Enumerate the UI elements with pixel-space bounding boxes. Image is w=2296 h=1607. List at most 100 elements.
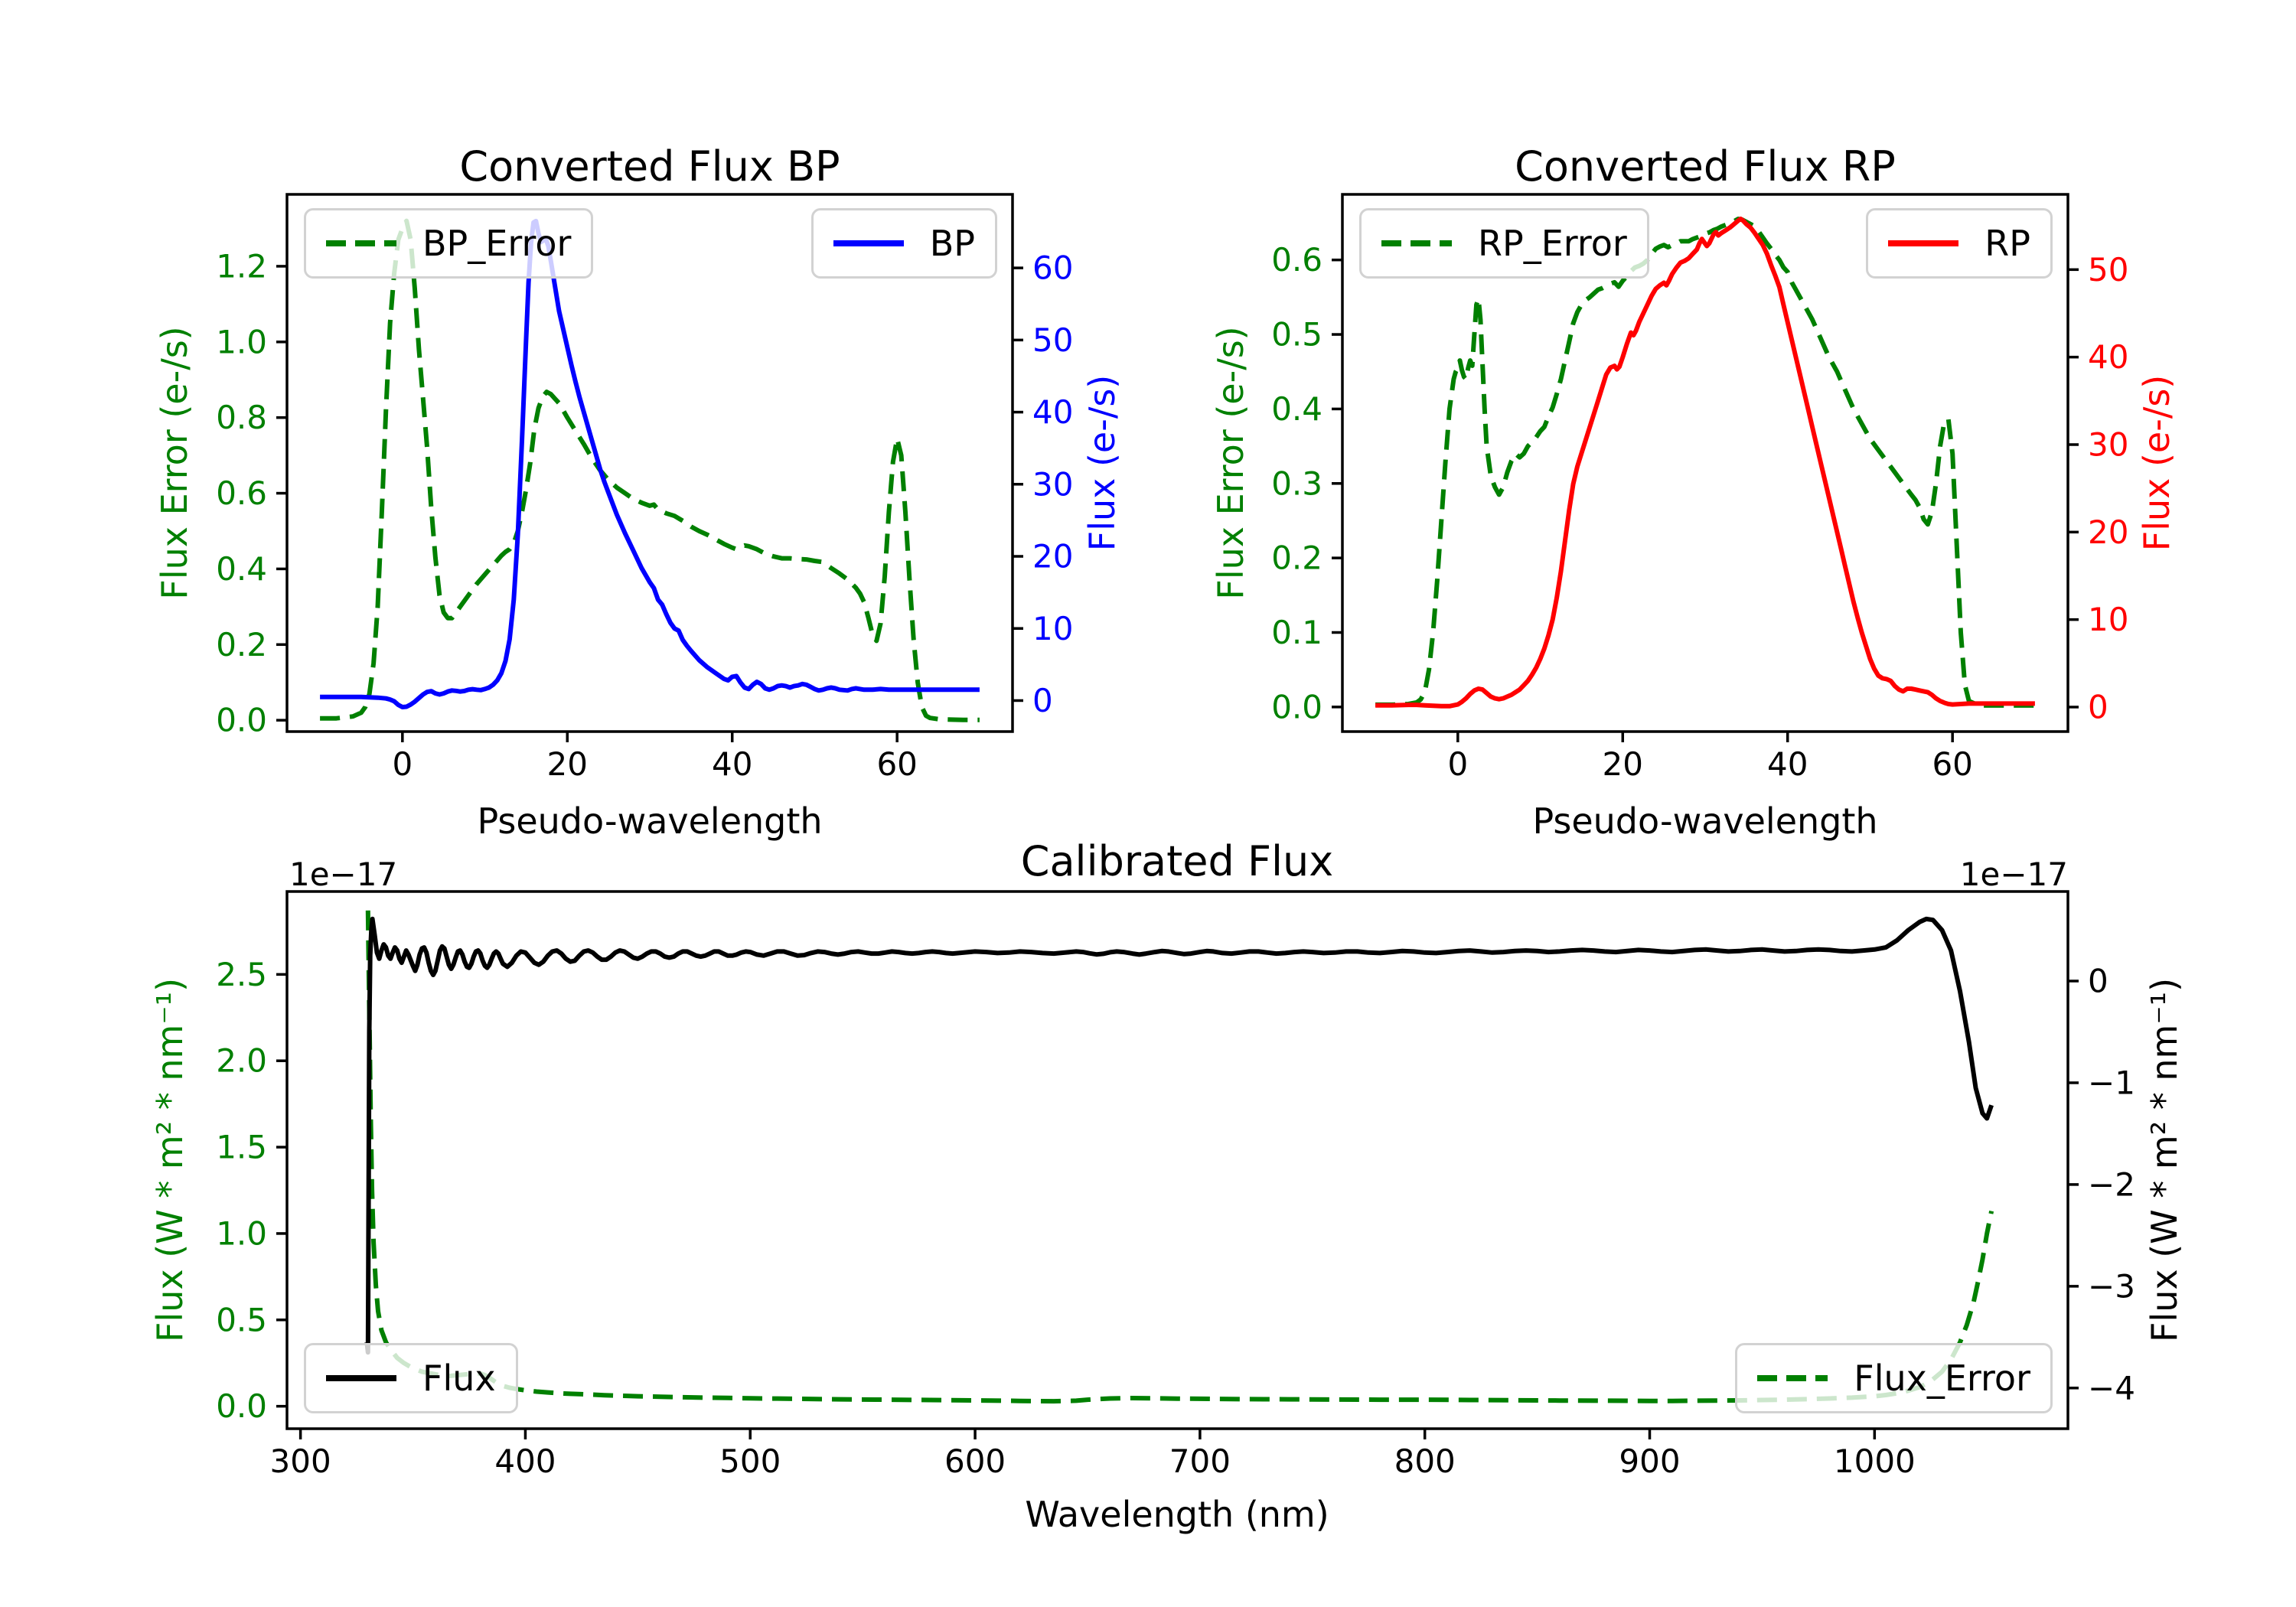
rp-x-ticklabel: 40 xyxy=(1767,745,1808,783)
rp-spines xyxy=(1341,193,2069,733)
bp-title: Converted Flux BP xyxy=(459,142,840,191)
cal-right-ticklabel: −4 xyxy=(2088,1369,2135,1407)
bp-left-ticklabel: 0.4 xyxy=(216,550,267,588)
rp-left-yaxis-label: Flux Error (e-/s) xyxy=(1210,326,1251,600)
bp-right-ticklabel: 60 xyxy=(1032,249,1073,287)
bp-axes: 0 20 40 60 0.0 0.2 0.4 0.6 0.8 1.0 1.2 0 10 20 30 40 50 6… xyxy=(216,193,1073,783)
rp-legend: RP xyxy=(1866,208,2053,279)
bp-left-ticklabel: 0.6 xyxy=(216,474,267,512)
bp-x-ticklabel: 20 xyxy=(547,745,588,783)
flux-legend: Flux xyxy=(304,1343,518,1413)
bp-curve-bp xyxy=(320,218,980,709)
bp-legend: BP xyxy=(810,208,997,279)
rp-left-ticklabel: 0.3 xyxy=(1271,464,1322,502)
rp-right-ticklabel: 10 xyxy=(2088,601,2128,638)
cal-right-ticklabel: −1 xyxy=(2088,1064,2135,1101)
rp-left-ticklabel: 0.6 xyxy=(1271,241,1322,279)
bp-series xyxy=(320,218,980,722)
bp-right-ticklabel: 0 xyxy=(1032,682,1053,719)
cal-right-ticklabel: −2 xyxy=(2088,1165,2135,1203)
cal-x-ticklabel: 800 xyxy=(1394,1442,1456,1480)
cal-left-yaxis-label: Flux (W * m² * nm⁻¹) xyxy=(149,977,191,1343)
cal-right-ticklabel: 0 xyxy=(2088,963,2108,1000)
rp-right-ticklabel: 20 xyxy=(2088,513,2128,551)
rp-curve-rp_error xyxy=(1375,217,2035,708)
rp-curve-rp xyxy=(1375,217,2035,709)
bp-spines xyxy=(285,193,1014,733)
bp-xaxis-label: Pseudo-wavelength xyxy=(477,800,823,842)
cal-x-ticks: 300 400 500 600 700 800 900 1000 xyxy=(270,1429,1916,1480)
bp-left-ticklabel: 0.2 xyxy=(216,626,267,663)
rp-left-ticks: 0.0 0.1 0.2 0.3 0.4 0.5 0.6 xyxy=(1271,241,1342,725)
rp-xaxis-label: Pseudo-wavelength xyxy=(1532,800,1878,842)
rp-left-ticklabel: 0.0 xyxy=(1271,688,1322,725)
bp-left-ticks: 0.0 0.2 0.4 0.6 0.8 1.0 1.2 xyxy=(216,247,287,739)
bp-error-legend-label: BP_Error xyxy=(422,223,572,264)
rp-right-ticklabel: 50 xyxy=(2088,251,2128,288)
bp-legend-label: BP xyxy=(929,223,975,264)
cal-series xyxy=(364,910,1994,1404)
cal-left-ticklabel: 0.5 xyxy=(216,1301,267,1338)
flux-solid-line-icon xyxy=(326,1375,396,1381)
bp-x-ticklabel: 40 xyxy=(712,745,752,783)
bp-right-yaxis-label: Flux (e-/s) xyxy=(1081,374,1123,552)
rp-right-ticklabel: 0 xyxy=(2088,688,2108,725)
cal-left-offset-text: 1e−17 xyxy=(289,856,398,893)
cal-left-ticklabel: 1.5 xyxy=(216,1129,267,1166)
rp-title: Converted Flux RP xyxy=(1515,142,1896,191)
cal-x-ticklabel: 600 xyxy=(944,1442,1006,1480)
bp-curve-bp_error xyxy=(320,218,980,722)
rp-left-ticklabel: 0.1 xyxy=(1271,614,1322,651)
bp-right-ticklabel: 50 xyxy=(1032,321,1073,359)
rp-left-ticklabel: 0.5 xyxy=(1271,316,1322,354)
bp-left-ticklabel: 0.8 xyxy=(216,399,267,436)
rp-x-ticklabel: 20 xyxy=(1603,745,1643,783)
rp-right-ticklabel: 40 xyxy=(2088,338,2128,376)
bp-right-ticklabel: 40 xyxy=(1032,393,1073,431)
flux-error-dashed-line-icon xyxy=(1757,1375,1828,1381)
cal-x-ticklabel: 900 xyxy=(1619,1442,1680,1480)
flux-legend-label: Flux xyxy=(422,1358,496,1399)
cal-right-ticklabel: −3 xyxy=(2088,1267,2135,1305)
cal-x-ticklabel: 500 xyxy=(719,1442,781,1480)
bp-x-ticklabel: 0 xyxy=(392,745,413,783)
cal-left-ticklabel: 2.5 xyxy=(216,956,267,993)
rp-series xyxy=(1375,217,2035,709)
cal-right-offset-text: 1e−17 xyxy=(1959,856,2068,893)
rp-left-ticklabel: 0.4 xyxy=(1271,390,1322,428)
rp-left-ticklabel: 0.2 xyxy=(1271,539,1322,577)
cal-right-ticks: 0 −1 −2 −3 −4 xyxy=(2068,963,2135,1407)
bp-left-ticklabel: 1.0 xyxy=(216,323,267,360)
flux-error-legend-label: Flux_Error xyxy=(1854,1358,2030,1399)
cal-curve-flux_error xyxy=(365,910,1994,1404)
cal-left-ticklabel: 0.0 xyxy=(216,1387,267,1425)
rp-right-yaxis-label: Flux (e-/s) xyxy=(2136,374,2177,552)
rp-x-ticklabel: 0 xyxy=(1447,745,1468,783)
cal-title: Calibrated Flux xyxy=(1020,837,1334,885)
cal-left-ticks: 0.0 0.5 1.0 1.5 2.0 2.5 xyxy=(216,956,287,1425)
bp-error-legend: BP_Error xyxy=(304,208,594,279)
bp-right-ticklabel: 30 xyxy=(1032,465,1073,503)
rp-error-legend: RP_Error xyxy=(1359,208,1649,279)
bp-x-ticklabel: 60 xyxy=(876,745,917,783)
cal-axes: 300 400 500 600 700 800 900 1000 0.0 0.5 1.0 1.5 2.0… xyxy=(216,890,2135,1480)
cal-left-ticklabel: 2.0 xyxy=(216,1042,267,1080)
cal-curve-flux xyxy=(364,916,1994,1355)
rp-solid-line-icon xyxy=(1888,240,1959,246)
rp-x-ticks: 0 20 40 60 xyxy=(1447,732,1973,783)
cal-right-yaxis-label: Flux (W * m² * nm⁻¹) xyxy=(2144,977,2185,1343)
cal-x-ticklabel: 700 xyxy=(1169,1442,1231,1480)
rp-error-dashed-line-icon xyxy=(1381,240,1452,246)
rp-axes: 0 20 40 60 0.0 0.1 0.2 0.3 0.4 0.5 0.6 0 10 20 30 40 50 xyxy=(1271,193,2128,783)
cal-x-ticklabel: 400 xyxy=(494,1442,556,1480)
bp-left-ticklabel: 0.0 xyxy=(216,702,267,739)
rp-legend-label: RP xyxy=(1985,223,2030,264)
flux-error-legend: Flux_Error xyxy=(1735,1343,2053,1413)
bp-error-dashed-line-icon xyxy=(326,240,396,246)
cal-xaxis-label: Wavelength (nm) xyxy=(1025,1494,1329,1535)
rp-right-ticks: 0 10 20 30 40 50 xyxy=(2068,251,2128,725)
cal-spines xyxy=(285,890,2069,1430)
bp-left-yaxis-label: Flux Error (e-/s) xyxy=(154,326,195,600)
